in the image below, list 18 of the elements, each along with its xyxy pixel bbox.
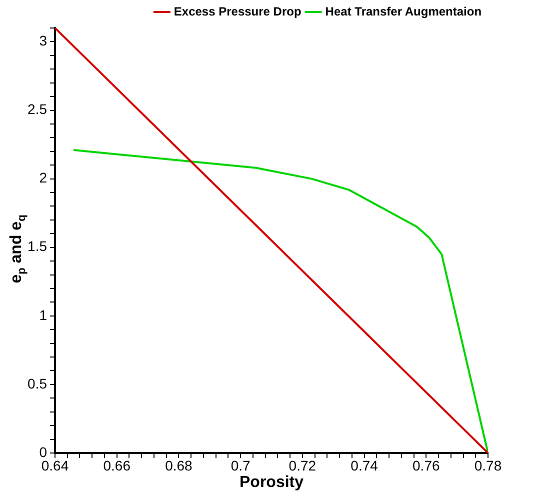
legend-label: Heat Transfer Augmentaion — [325, 4, 482, 18]
y-tick-label: 3 — [39, 32, 48, 49]
x-tick-label: 0.74 — [350, 457, 378, 474]
y-tick-label: 2.5 — [28, 101, 48, 118]
x-tick-label: 0.76 — [412, 457, 440, 474]
x-tick-label: 0.68 — [165, 457, 193, 474]
y-tick-label: 1.5 — [28, 238, 48, 254]
x-axis-title: Porosity — [239, 474, 304, 491]
y-tick-label: 0 — [39, 444, 48, 460]
x-tick-label: 0.66 — [103, 457, 131, 474]
x-tick-label: 0.72 — [288, 457, 316, 474]
y-tick-label: 0.5 — [28, 375, 48, 392]
x-tick-label: 0.7 — [230, 457, 251, 474]
legend-label: Excess Pressure Drop — [174, 4, 302, 18]
x-tick-label: 0.78 — [474, 457, 502, 474]
x-tick-label: 0.64 — [41, 457, 69, 474]
y-tick-label: 2 — [39, 170, 48, 186]
y-tick-label: 1 — [39, 306, 48, 323]
